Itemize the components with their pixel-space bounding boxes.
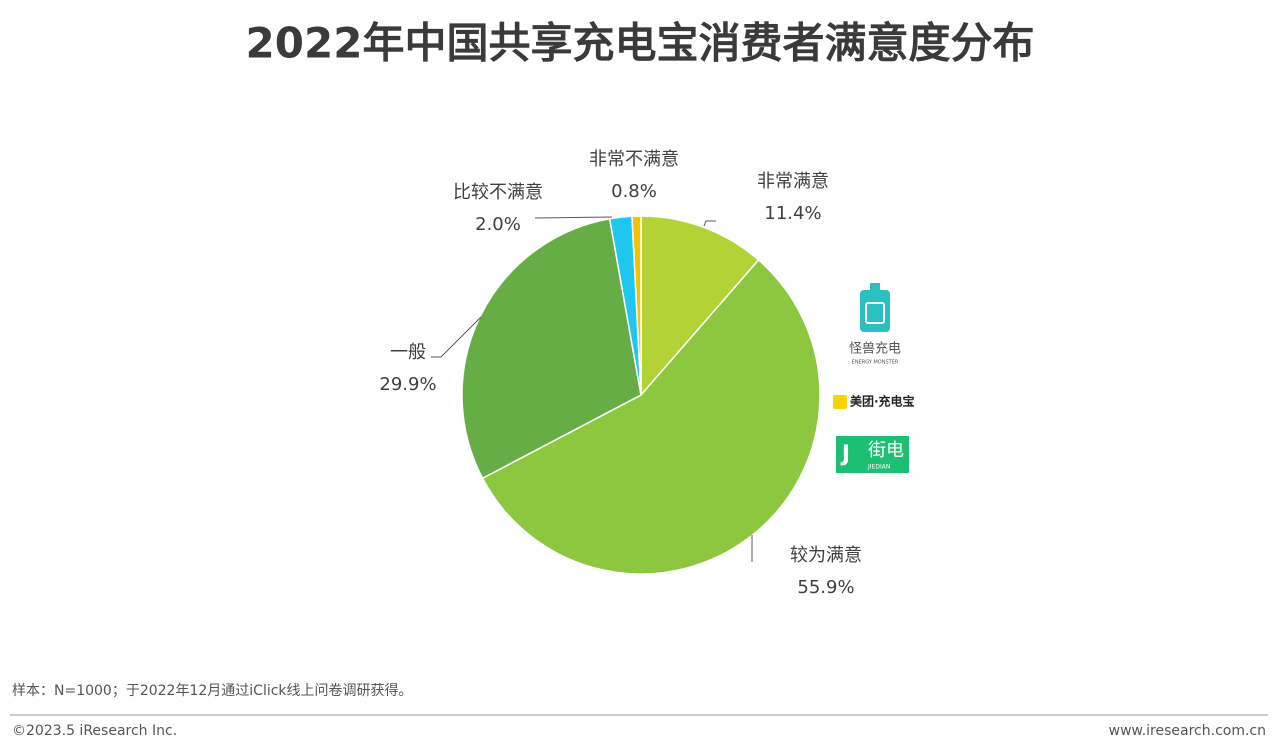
jiedian-glyph: J [840,442,850,467]
category-label: 一般 [390,342,426,363]
energy-monster-icon-cap [870,283,880,291]
jiedian-logo-bg [836,436,909,473]
category-label: 非常满意 [757,171,829,192]
value-label: 11.4% [764,203,821,224]
value-label: 55.9% [797,577,854,598]
meituan-icon [833,395,847,409]
category-label: 较为满意 [790,545,862,566]
pie-slice [461,217,642,480]
website: www.iresearch.com.cn [1109,723,1266,739]
logos: 怪兽充电 ENERGY MONSTER 美团·充电宝 街电 JIEDIAN J [833,283,915,473]
leader-line [703,220,716,227]
energy-monster-icon [860,290,890,332]
logo-text: 怪兽充电 [849,341,901,357]
source-note: 样本：N=1000；于2022年12月通过iClick线上问卷调研获得。 [12,682,413,699]
energy-monster-icon-glyph [865,302,885,324]
logo-text: 街电 [868,440,904,461]
logo-text: ENERGY MONSTER [852,360,899,366]
category-label: 比较不满意 [453,182,543,203]
logo-text: JIEDIAN [867,464,890,471]
chart-title: 2022年中国共享充电宝消费者满意度分布 [246,19,1035,68]
leader-line [534,216,613,219]
value-label: 0.8% [611,181,657,202]
leader-line [431,316,482,358]
pie-slice [631,215,642,396]
copyright: ©2023.5 iResearch Inc. [12,723,177,739]
value-label: 2.0% [475,214,521,235]
category-label: 非常不满意 [589,149,679,170]
pie-slice [640,215,760,398]
value-label: 29.9% [379,374,436,395]
logo-text: 美团·充电宝 [850,394,915,409]
